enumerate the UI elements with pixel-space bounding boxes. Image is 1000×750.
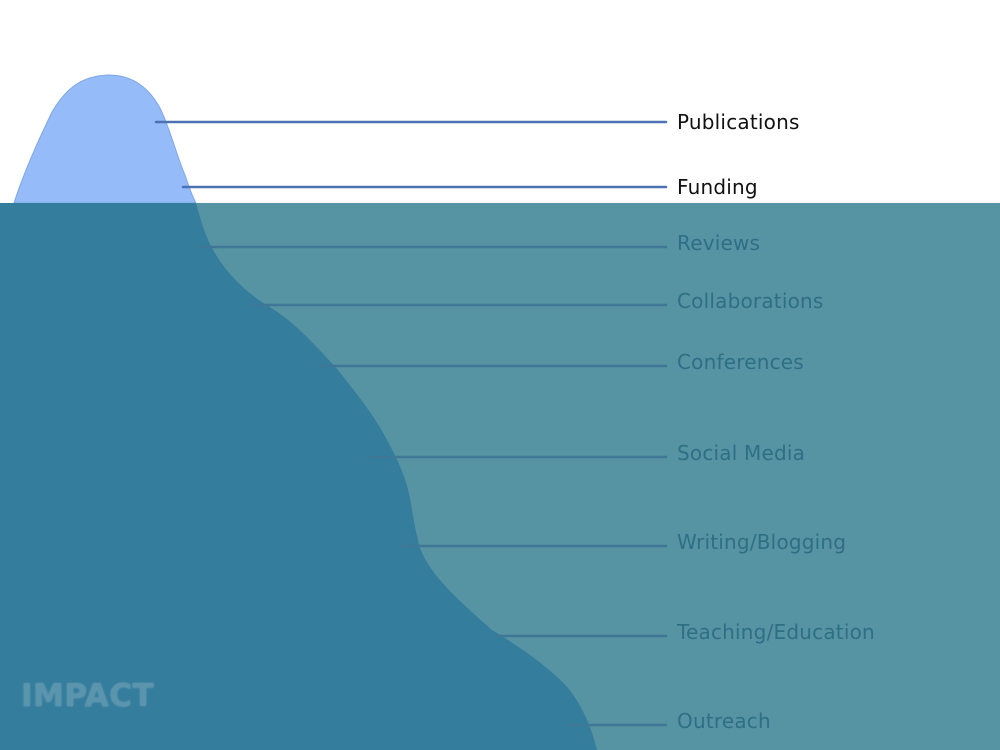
label-publications: Publications (677, 110, 800, 134)
label-conferences: Conferences (677, 350, 804, 374)
label-writing-blogging: Writing/Blogging (677, 530, 847, 554)
label-teaching-education: Teaching/Education (677, 620, 875, 644)
impact-label: IMPACT (21, 678, 155, 714)
iceberg-submerged (0, 203, 597, 750)
label-reviews: Reviews (677, 231, 761, 255)
iceberg-tip (13, 74, 197, 204)
label-collaborations: Collaborations (677, 289, 824, 313)
label-social-media: Social Media (677, 441, 806, 465)
leader-lines (154, 119, 668, 728)
label-funding: Funding (677, 175, 758, 199)
label-outreach: Outreach (677, 709, 771, 733)
